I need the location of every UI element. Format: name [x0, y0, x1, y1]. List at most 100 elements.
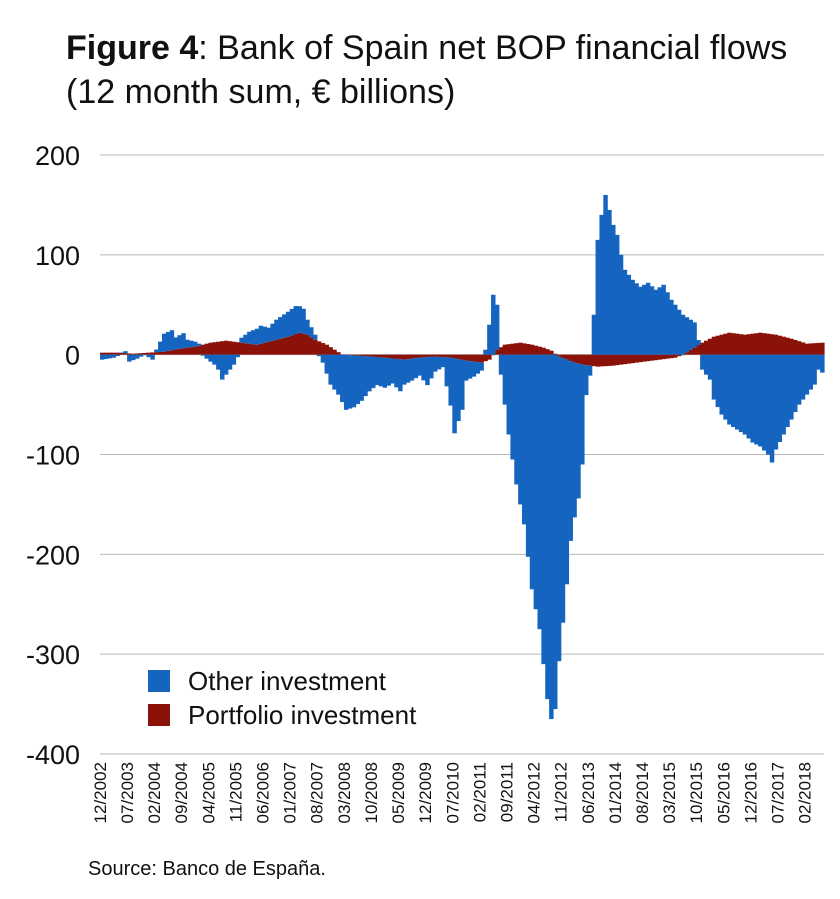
bar-portfolio [638, 354, 643, 363]
bar-other-investment [355, 355, 361, 405]
bar-other-investment [800, 354, 806, 400]
bar-other-investment [479, 362, 484, 371]
bar-portfolio [475, 354, 481, 363]
bar-portfolio [723, 333, 728, 355]
bar-portfolio [587, 354, 593, 366]
bar-other-investment [305, 319, 310, 335]
bar-other-investment [669, 299, 674, 355]
bar-portfolio [545, 349, 550, 355]
bar-other-investment [363, 356, 368, 397]
bar-other-investment [154, 349, 159, 353]
bar-portfolio [719, 334, 724, 355]
bar-other-investment [537, 354, 542, 630]
bar-portfolio [432, 354, 438, 357]
bar-other-investment [158, 341, 163, 352]
bar-portfolio [460, 354, 465, 360]
bar-portfolio [371, 354, 376, 357]
x-tick-label: 05/2016 [714, 762, 733, 823]
bar-other-investment [564, 359, 570, 585]
bar-other-investment [572, 362, 577, 518]
bar-other-investment [688, 319, 693, 350]
bar-other-investment [653, 289, 659, 355]
bar-portfolio [552, 353, 558, 355]
bar-other-investment [506, 354, 511, 435]
bar-portfolio [204, 343, 210, 355]
bar-portfolio [688, 349, 693, 355]
bar-other-investment [262, 326, 268, 343]
bar-other-investment [266, 327, 271, 342]
bar-other-investment [673, 304, 678, 355]
bar-other-investment [103, 354, 109, 359]
bar-other-investment [614, 234, 620, 355]
bar-other-investment [692, 322, 697, 348]
bar-portfolio [657, 354, 662, 360]
legend-label-other-investment: Other investment [188, 665, 386, 696]
x-tick-label: 11/2012 [552, 762, 571, 822]
bar-other-investment [630, 279, 635, 355]
bar-portfolio [785, 337, 790, 355]
bar-portfolio [533, 345, 539, 355]
bar-portfolio [541, 347, 546, 355]
bar-portfolio [100, 352, 105, 355]
bar-portfolio [270, 340, 275, 355]
bar-portfolio [796, 341, 802, 355]
bar-portfolio [405, 354, 411, 360]
bar-other-investment [676, 309, 682, 355]
bar-portfolio [123, 353, 128, 355]
bar-other-investment [522, 354, 527, 525]
bar-other-investment [192, 341, 198, 347]
bar-portfolio [390, 354, 395, 359]
bar-portfolio [707, 338, 713, 355]
bar-portfolio [804, 343, 810, 355]
bar-portfolio [425, 354, 430, 358]
x-tick-label: 07/2010 [443, 762, 462, 823]
bar-other-investment [173, 337, 179, 350]
bar-portfolio [622, 354, 628, 365]
bar-portfolio [603, 354, 608, 367]
bar-other-investment [150, 354, 155, 360]
y-tick-label: -400 [26, 740, 80, 770]
bar-portfolio [467, 354, 473, 362]
bar-other-investment [634, 283, 639, 355]
bar-other-investment [580, 364, 585, 465]
bar-portfolio [800, 342, 806, 355]
bar-portfolio [564, 354, 570, 360]
bar-other-investment [611, 224, 616, 355]
x-tick-label: 04/2005 [199, 762, 218, 823]
bar-other-investment [541, 354, 546, 665]
bar-other-investment [367, 356, 372, 392]
bar-other-investment [514, 354, 519, 485]
x-tick-label: 07/2003 [118, 762, 137, 823]
bar-other-investment [146, 354, 151, 358]
x-axis-ticks: 12/2002 07/2003 02/2004 09/2004 04/2005 11/20… [91, 762, 815, 823]
bar-other-investment [429, 356, 434, 379]
bar-portfolio [115, 352, 120, 355]
bar-other-investment [777, 354, 783, 443]
bar-portfolio [684, 352, 690, 355]
bar-other-investment [212, 354, 217, 365]
bar-portfolio [580, 354, 585, 365]
bar-other-investment [421, 357, 426, 381]
x-tick-label: 03/2008 [335, 762, 354, 823]
bar-other-investment [781, 354, 786, 435]
bar-portfolio [138, 353, 144, 355]
bar-other-investment [425, 357, 430, 386]
bar-portfolio [618, 354, 624, 365]
bar-other-investment [603, 194, 608, 355]
y-tick-label: -100 [26, 441, 80, 471]
legend-label-portfolio-investment: Portfolio investment [188, 699, 417, 730]
bar-other-investment [316, 354, 322, 357]
bar-other-investment [285, 311, 291, 337]
bar-portfolio [107, 352, 113, 355]
bar-other-investment [456, 359, 461, 422]
bar-portfolio [289, 335, 295, 355]
bar-other-investment [680, 314, 686, 355]
bar-portfolio [758, 332, 763, 355]
bar-portfolio [556, 354, 562, 357]
bar-portfolio [181, 348, 186, 355]
bar-portfolio [281, 337, 287, 355]
bar-portfolio [769, 334, 775, 355]
x-tick-label: 10/2008 [362, 762, 381, 823]
bar-portfolio [324, 344, 330, 355]
bar-other-investment [487, 324, 492, 355]
